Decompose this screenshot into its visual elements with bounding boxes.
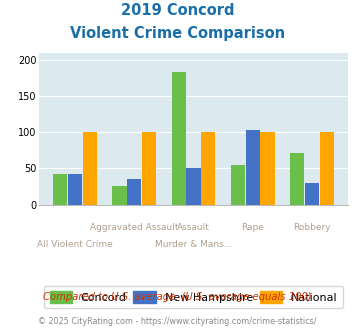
Bar <box>142 132 156 205</box>
Text: All Violent Crime: All Violent Crime <box>37 240 113 249</box>
Bar <box>290 152 304 205</box>
Bar <box>246 130 260 205</box>
Text: 2019 Concord: 2019 Concord <box>121 3 234 18</box>
Text: Assault: Assault <box>177 223 210 232</box>
Bar <box>261 132 275 205</box>
Bar <box>53 174 67 205</box>
Text: Rape: Rape <box>241 223 264 232</box>
Bar <box>127 179 141 205</box>
Text: Murder & Mans...: Murder & Mans... <box>155 240 232 249</box>
Bar <box>112 186 126 205</box>
Bar <box>201 132 215 205</box>
Bar <box>186 168 201 205</box>
Text: Aggravated Assault: Aggravated Assault <box>90 223 179 232</box>
Text: Robbery: Robbery <box>293 223 331 232</box>
Bar <box>305 183 319 205</box>
Text: © 2025 CityRating.com - https://www.cityrating.com/crime-statistics/: © 2025 CityRating.com - https://www.city… <box>38 317 317 326</box>
Bar <box>231 165 245 205</box>
Text: Violent Crime Comparison: Violent Crime Comparison <box>70 26 285 41</box>
Legend: Concord, New Hampshire, National: Concord, New Hampshire, National <box>44 286 343 308</box>
Bar <box>83 132 97 205</box>
Text: Compared to U.S. average. (U.S. average equals 100): Compared to U.S. average. (U.S. average … <box>43 292 312 302</box>
Bar <box>320 132 334 205</box>
Bar <box>68 174 82 205</box>
Bar <box>171 72 186 205</box>
